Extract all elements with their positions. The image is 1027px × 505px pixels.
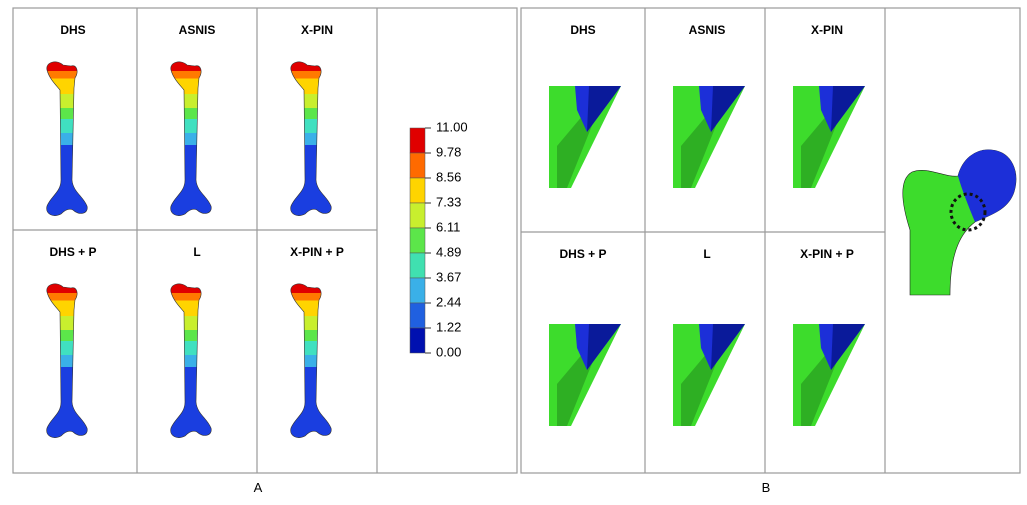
femur-plot: [291, 62, 332, 216]
legend-swatch: [410, 203, 425, 228]
figure: A B DHS ASNIS X-PIN DHS + P L X-PIN + P 11.00 9…: [0, 0, 1027, 500]
cell-label: L: [703, 247, 710, 261]
legend-label: 9.78: [436, 144, 461, 159]
femur-head: [903, 150, 1016, 295]
legend-swatch: [410, 278, 425, 303]
femur-plot: [47, 284, 88, 438]
wedge-plot: [549, 324, 621, 426]
legend-label: 11.00: [436, 119, 468, 134]
legend-label: 6.11: [436, 219, 460, 234]
legend-swatch: [410, 253, 425, 278]
cell-label: X-PIN + P: [800, 247, 854, 261]
cell-label: DHS: [570, 23, 595, 37]
wedge-plot: [793, 324, 865, 426]
legend-label: 4.89: [436, 244, 461, 259]
legend-swatch: [410, 128, 425, 153]
panel-b: [521, 8, 1020, 473]
legend-swatch: [410, 328, 425, 353]
cell-label: L: [193, 245, 200, 259]
femur-plot: [291, 284, 332, 438]
cell-label: ASNIS: [689, 23, 726, 37]
wedge-plot: [673, 86, 745, 188]
legend-swatch: [410, 153, 425, 178]
cell-label: X-PIN: [811, 23, 843, 37]
femur-plot: [171, 62, 212, 216]
cell-label: DHS + P: [49, 245, 96, 259]
legend-label: 7.33: [436, 194, 461, 209]
legend-label: 0.00: [436, 344, 461, 359]
legend-label: 8.56: [436, 169, 461, 184]
legend-label: 1.22: [436, 319, 461, 334]
legend-label: 3.67: [436, 269, 461, 284]
cell-label: DHS + P: [559, 247, 606, 261]
panel-a: [13, 8, 517, 473]
wedge-plot: [549, 86, 621, 188]
cell-label: X-PIN + P: [290, 245, 344, 259]
femur-plot: [171, 284, 212, 438]
caption: B: [762, 480, 771, 495]
legend-label: 2.44: [436, 294, 461, 309]
cell-label: X-PIN: [301, 23, 333, 37]
cell-label: ASNIS: [179, 23, 216, 37]
femur-plot: [47, 62, 88, 216]
cell-label: DHS: [60, 23, 85, 37]
wedge-plot: [673, 324, 745, 426]
legend-swatch: [410, 303, 425, 328]
caption: A: [254, 480, 263, 495]
wedge-plot: [793, 86, 865, 188]
legend-swatch: [410, 178, 425, 203]
legend-swatch: [410, 228, 425, 253]
